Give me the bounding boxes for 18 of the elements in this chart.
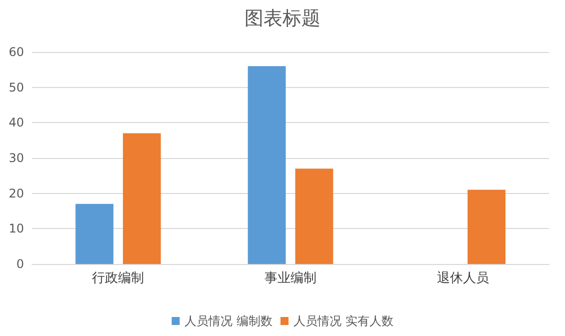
y-tick-label: 60 [8,45,24,59]
y-tick-label: 30 [8,151,24,165]
y-tick-label: 0 [16,257,24,271]
x-tick-label: 退休人员 [436,271,489,286]
bar [468,190,506,264]
x-tick-label: 行政编制 [92,271,144,286]
y-tick-label: 40 [8,116,24,130]
legend-label: 人员情况 编制数 [184,314,273,328]
y-tick-label: 20 [8,186,24,200]
chart-title: 图表标题 [244,8,320,30]
y-tick-label: 50 [8,80,24,94]
legend-label: 人员情况 实有人数 [294,314,394,328]
bar [122,133,161,264]
bar [248,66,286,264]
bar [76,204,114,264]
y-tick-label: 10 [8,222,24,236]
bar [295,168,334,264]
x-tick-label: 事业编制 [264,271,316,286]
